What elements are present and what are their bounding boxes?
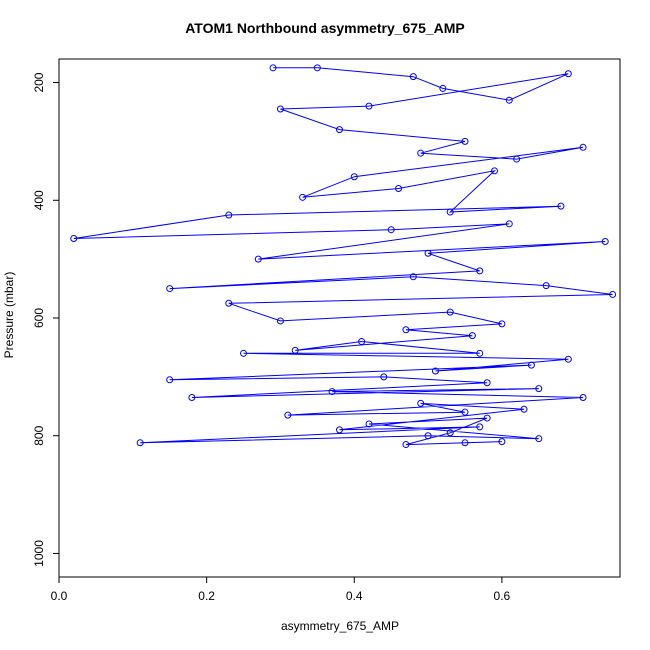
data-point [166,285,174,293]
data-point [409,273,417,281]
data-point [564,355,572,363]
data-point [350,173,358,181]
y-tick-label: 400 [32,190,46,210]
data-point [166,376,174,384]
data-point [336,426,343,434]
data-point [291,346,299,354]
chart-title: ATOM1 Northbound asymmetry_675_AMP [185,20,465,36]
data-point [225,299,233,307]
data-point [276,105,284,113]
data-point [476,423,484,431]
y-tick-label: 1000 [32,540,46,567]
data-point [609,290,617,298]
data-point [520,405,528,413]
data-point [424,249,432,257]
x-axis-label: asymmetry_675_AMP [280,619,400,633]
data-point [535,435,543,443]
data-point [402,326,410,334]
data-point [527,361,535,369]
data-point [402,441,410,449]
data-point [542,282,550,290]
data-point [328,388,336,396]
data-point [601,237,609,245]
data-point [336,126,343,134]
data-point [365,420,373,428]
x-tick-label: 0.2 [198,589,215,603]
data-point [505,96,513,104]
data-point [387,226,395,234]
data-point [395,185,403,192]
data-point [409,73,417,81]
y-tick-label: 800 [32,425,46,445]
data-point [417,399,425,407]
data-point [70,235,78,243]
data-point [439,84,447,92]
data-point [476,349,484,357]
series-line [73,67,613,446]
data-point [380,373,388,381]
data-point [358,338,366,346]
x-tick-label: 0.6 [494,589,511,603]
data-point [417,149,425,157]
data-point [446,308,454,316]
data-point [513,155,521,163]
data-point [225,211,233,219]
data-point [564,70,572,78]
x-tick-label: 0.4 [346,589,363,603]
data-point [461,137,469,145]
data-point [498,320,506,328]
data-point [476,267,484,275]
y-tick-label: 200 [32,72,46,92]
data-point [284,411,292,419]
data-point [188,393,196,401]
data-point [461,408,469,416]
data-point [483,414,491,422]
data-point [491,167,499,175]
data-point [468,332,476,340]
x-tick-label: 0.0 [51,589,68,603]
data-point [240,349,248,357]
data-point [424,432,432,440]
data-point [446,429,454,437]
data-point [557,202,565,210]
y-tick-label: 600 [32,308,46,328]
data-point [299,193,307,201]
data-point [579,393,587,401]
data-point [254,255,262,263]
data-point [269,64,277,72]
data-point [505,220,513,228]
data-point [431,367,439,375]
data-point [313,64,321,72]
data-point [498,438,506,446]
data-point [365,102,373,110]
data-point [579,143,587,151]
data-point [446,208,454,216]
data-point [535,385,543,393]
data-point [461,439,469,447]
data-point [483,379,491,387]
data-point [136,439,144,447]
data-point [276,317,284,325]
